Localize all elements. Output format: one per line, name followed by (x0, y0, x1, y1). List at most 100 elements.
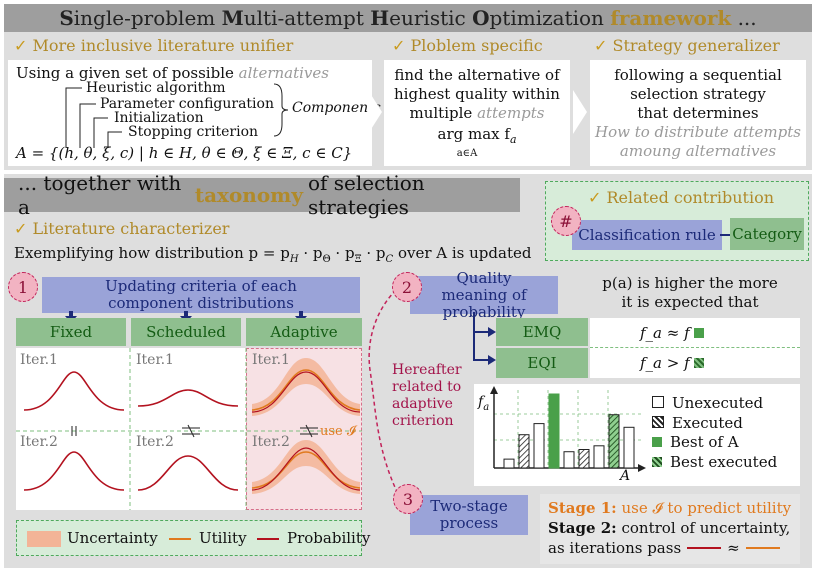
col1-heading: ✓ More inclusive literature unifier (14, 36, 293, 55)
col2-line2: highest quality within (394, 85, 560, 103)
panel3-title: Two-stage process (410, 495, 528, 535)
col3-muted2: amoung alternatives (619, 142, 777, 160)
checkmark-icon: ✓ (588, 188, 602, 207)
characterizer-text: Literature characterizer (32, 219, 230, 238)
panel2-badge-text: 2 (401, 277, 413, 297)
quality-chart: fa A Unexecuted Executed Best of A Best … (474, 384, 800, 486)
formula-box: f_a ≈ f f_a > f (590, 318, 800, 378)
title-accent: framework (610, 6, 732, 30)
ylabel-sub: a (483, 401, 490, 413)
stage2-tail: as iterations pass (548, 539, 682, 557)
col3-muted1: How to distribute attempts (594, 123, 801, 141)
related-heading-text: Related contribution (606, 188, 775, 207)
bar-unexecuted (503, 458, 515, 469)
title-tail: ... (731, 6, 757, 30)
bar-unexecuted (563, 451, 575, 469)
col2-heading-text: Ploblem specific (410, 36, 543, 55)
arrow-right-icon (368, 90, 382, 134)
component-parameter: Parameter configuration (100, 96, 274, 112)
bar-executed (518, 434, 530, 469)
checkmark-icon: ✓ (594, 36, 608, 55)
col3-heading: ✓ Strategy generalizer (594, 36, 780, 55)
panel1-title: Updating criteria of each component dist… (42, 277, 360, 313)
statement-2: it is expected that (621, 293, 759, 311)
title-m: M (221, 6, 244, 30)
eqi-box: EQI (496, 348, 588, 378)
col3-line1: following a sequential (614, 66, 782, 84)
legend-utility: Utility (199, 529, 247, 547)
col1-intro-em: alternatives (238, 64, 329, 82)
curve-legend: Uncertainty Utility Probability (16, 520, 370, 556)
components-label: Components (292, 100, 381, 116)
adaptive-iter2: Iter.2 (252, 434, 290, 450)
taxonomy-title: ... together with a taxonomy of selectio… (4, 171, 520, 219)
col3-line2: selection strategy (630, 85, 766, 103)
hereafter-2: related to (392, 379, 462, 395)
col2-line1: find the alternative of (394, 66, 560, 84)
utility-line-icon (745, 547, 780, 549)
example-line: Exemplifying how distribution p = pH · p… (14, 244, 532, 265)
classification-rule-box: Classification rule (572, 220, 722, 250)
alternatives-formula: A = {(h, θ, ξ, c) | h ∈ H, θ ∈ Θ, ξ ∈ Ξ,… (16, 144, 353, 162)
panel1-badge-text: 1 (17, 277, 29, 297)
best-swatch-icon (694, 328, 705, 338)
bar-best-executed (608, 414, 620, 469)
legend-best: Best of A (652, 433, 777, 453)
taxonomy-pre: ... together with a (18, 171, 182, 219)
column-scheduled: Scheduled (131, 318, 241, 346)
title-p4: ptimization (489, 6, 611, 30)
title-p1: ingle-problem (73, 6, 222, 30)
argmax-under: a∈A (456, 148, 478, 159)
stage2-text: control of uncertainty, (621, 519, 791, 537)
best-label: Best of A (670, 433, 739, 451)
title-s: S (59, 6, 74, 30)
bar-executed (578, 449, 590, 469)
example-text: Exemplifying how distribution p = p (14, 244, 290, 262)
related-contribution-box: ✓ Related contribution Classification ru… (545, 181, 809, 261)
col1-box: Using a given set of possible alternativ… (8, 60, 381, 166)
checkmark-icon: ✓ (14, 36, 28, 55)
executed-swatch (652, 415, 664, 428)
use-i-label: use 𝓘 (320, 424, 356, 439)
distribution-curves (16, 348, 362, 510)
formula-divider (590, 347, 800, 348)
example-tail: over A is updated (397, 244, 532, 262)
hereafter-4: criterion (392, 413, 454, 429)
col3-line3: that determines (637, 104, 759, 122)
emq-box: EMQ (496, 318, 588, 346)
chart-legend: Unexecuted Executed Best of A Best execu… (652, 394, 777, 472)
chart-ylabel: fa (478, 394, 489, 413)
executed-label: Executed (672, 413, 743, 432)
panel2-branch-arrows (473, 312, 496, 365)
title-p3: euristic (389, 6, 473, 30)
legend-probability: Probability (287, 529, 371, 547)
chart-svg (490, 386, 646, 472)
panel2-badge: 2 (392, 272, 422, 302)
utility-swatch (169, 538, 191, 540)
hereafter-3: adaptive (392, 396, 453, 412)
stage2-label: Stage 2: (548, 519, 617, 537)
related-badge: # (551, 206, 581, 236)
col1-intro-text: Using a given set of possible (16, 64, 234, 82)
probability-swatch (257, 538, 279, 540)
scheduled-iter1: Iter.1 (136, 352, 174, 368)
panel2-title-text: Quality meaning of probability (441, 268, 527, 321)
col3-box: following a sequential selection strateg… (590, 60, 806, 166)
col2-line3-em: attempts (477, 104, 545, 122)
category-box: Category (730, 218, 804, 250)
argmax-sub: a (509, 133, 517, 146)
legend-executed: Executed (652, 414, 777, 434)
chart-xlabel: A (620, 468, 631, 484)
legend-uncertainty: Uncertainty (67, 529, 158, 547)
legend-unexecuted: Unexecuted (652, 394, 777, 414)
taxonomy-post: of selection strategies (307, 171, 425, 219)
col2-box: find the alternative of highest quality … (384, 60, 570, 166)
scheduled-iter2: Iter.2 (136, 434, 174, 450)
best-executed-swatch-icon (694, 358, 705, 368)
title-o: O (472, 6, 490, 30)
approx-symbol: ≈ (727, 539, 740, 557)
legend-best-executed: Best executed (652, 453, 777, 473)
panel3-title-text: Two-stage process (430, 497, 508, 532)
component-initialization: Initialization (114, 110, 204, 126)
